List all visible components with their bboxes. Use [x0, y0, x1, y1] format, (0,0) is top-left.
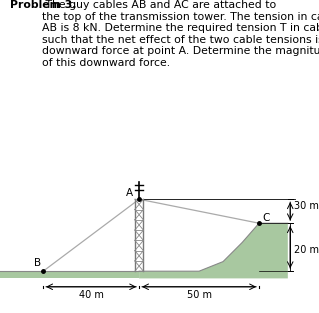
Text: 20 m: 20 m	[294, 244, 319, 254]
Text: Problem 3.: Problem 3.	[10, 0, 76, 10]
Text: B: B	[33, 258, 41, 268]
Text: C: C	[263, 213, 270, 223]
Text: 40 m: 40 m	[79, 290, 104, 300]
Text: 50 m: 50 m	[187, 290, 211, 300]
Text: The guy cables AB and AC are attached to
the top of the transmission tower. The : The guy cables AB and AC are attached to…	[42, 0, 319, 68]
Polygon shape	[0, 271, 139, 278]
Text: A: A	[126, 188, 133, 198]
Polygon shape	[139, 223, 288, 278]
Text: 30 m: 30 m	[294, 202, 319, 212]
